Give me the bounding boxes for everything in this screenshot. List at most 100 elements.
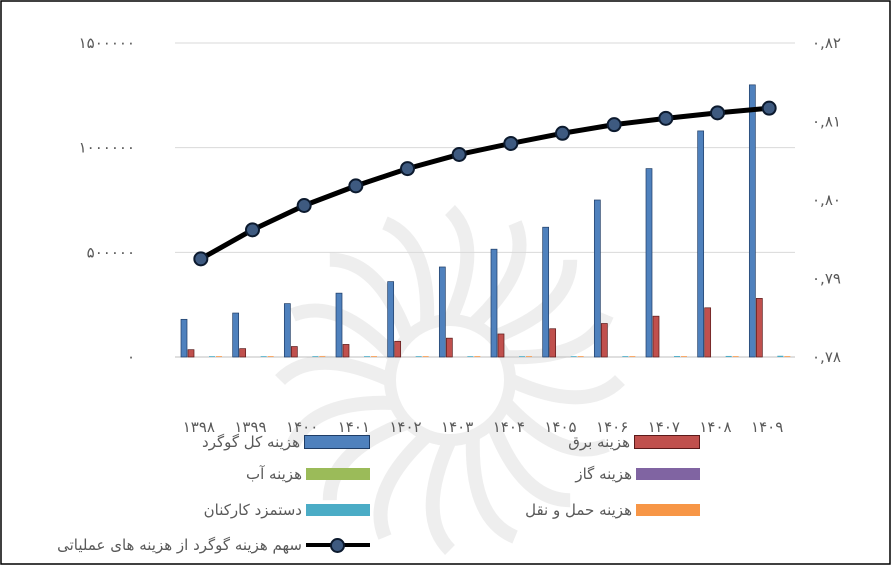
- bar-هزینه کل گوگرد: [387, 281, 395, 358]
- bar-هزینه کل گوگرد: [283, 303, 291, 358]
- legend-label-water: هزینه آب: [246, 465, 302, 483]
- bar-دستمزد کارکنان: [725, 355, 732, 357]
- bar-هزینه برق: [394, 340, 402, 358]
- legend-swatch-water: [306, 468, 370, 480]
- share-line-point: [245, 222, 260, 238]
- bar-هزینه حمل و نقل: [629, 356, 636, 357]
- right-axis-ticks: ۰,۷۸ ۰,۷۹ ۰,۸۰ ۰,۸۱ ۰,۸۲: [812, 34, 841, 366]
- x-axis-tick-label: ۱۴۰۴: [493, 418, 525, 436]
- left-axis-tick-label: ۵۰۰۰۰۰: [87, 243, 135, 261]
- left-axis-tick-label: ۱۰۰۰۰۰۰: [79, 139, 135, 157]
- watermark-petal: [322, 415, 411, 501]
- x-axis-tick-label: ۱۴۰۸: [699, 418, 731, 436]
- x-axis-tick-label: ۱۴۰۱: [338, 418, 370, 436]
- watermark-petal: [500, 398, 610, 457]
- bar-هزینه کل گوگرد: [438, 266, 446, 358]
- bar-هزینه حمل و نقل: [216, 356, 222, 357]
- bar-دستمزد کارکنان: [209, 356, 215, 357]
- bar-دستمزد کارکنان: [777, 355, 784, 357]
- legend-swatch-wages: [306, 504, 370, 516]
- x-axis-tick-label: ۱۴۰۵: [544, 418, 576, 436]
- legend-item-wages: دستمزد کارکنان: [204, 501, 370, 519]
- watermark-petal: [485, 419, 571, 508]
- bar-هزینه کل گوگرد: [490, 248, 498, 358]
- legend-label-gas: هزینه گاز: [575, 465, 632, 483]
- watermark-petal: [489, 259, 578, 345]
- watermark-petal: [286, 395, 395, 449]
- share-line: [199, 105, 770, 262]
- bar-هزینه برق: [497, 333, 505, 358]
- x-axis-tick-label: ۱۴۰۲: [389, 418, 421, 436]
- legend-swatch-electricity: [634, 435, 700, 449]
- legend-item-gas: هزینه گاز: [575, 465, 700, 483]
- bar-دستمزد کارکنان: [674, 356, 680, 357]
- share-line-point: [400, 161, 415, 177]
- bar-هزینه برق: [755, 298, 763, 358]
- bar-هزینه برق: [549, 328, 557, 358]
- legend-swatch-sulfur-share: [306, 538, 370, 553]
- legend-label-wages: دستمزد کارکنان: [203, 501, 302, 519]
- bar-هزینه کل گوگرد: [645, 168, 653, 358]
- share-line-point: [555, 125, 570, 141]
- share-line-point: [193, 251, 209, 267]
- x-axis-tick-label: ۱۴۰۰: [286, 418, 318, 436]
- left-axis-tick-label: ۱۵۰۰۰۰۰: [79, 34, 135, 52]
- legend-item-total-sulfur: هزینه کل گوگرد: [202, 433, 370, 451]
- bar-هزینه برق: [445, 337, 453, 358]
- bar-دستمزد کارکنان: [570, 356, 577, 357]
- share-line-point: [296, 197, 312, 213]
- share-line-point: [348, 178, 364, 194]
- share-line-point: [451, 146, 467, 162]
- right-axis-tick-label: ۰,۸۲: [812, 34, 841, 52]
- bar-هزینه حمل و نقل: [577, 356, 584, 357]
- bar-هزینه برق: [290, 346, 298, 358]
- bar-هزینه برق: [600, 323, 608, 358]
- x-axis-ticks: ۱۳۹۸ ۱۳۹۹ ۱۴۰۰ ۱۴۰۱ ۱۴۰۲ ۱۴۰۳ ۱۴۰۴ ۱۴۰۵ ۱۴۰۶ ۱۴۰۷…: [183, 418, 784, 436]
- share-line-group: [193, 100, 777, 267]
- bar-هزینه حمل و نقل: [474, 356, 481, 357]
- bar-هزینه کل گوگرد: [232, 312, 240, 358]
- legend-swatch-total-sulfur: [304, 435, 370, 449]
- legend-label-transport: هزینه حمل و نقل: [525, 501, 632, 519]
- bar-هزینه حمل و نقل: [681, 356, 687, 357]
- legend: هزینه کل گوگرد هزینه برق هزینه آب هزینه …: [57, 430, 700, 565]
- bar-هزینه کل گوگرد: [697, 130, 705, 358]
- share-line-point: [761, 100, 777, 116]
- bar-هزینه برق: [704, 307, 712, 358]
- legend-swatch-gas: [636, 468, 700, 480]
- bar-هزینه حمل و نقل: [784, 356, 791, 357]
- x-axis-tick-label: ۱۳۹۹: [234, 418, 266, 436]
- bar-هزینه کل گوگرد: [748, 84, 756, 358]
- x-axis-tick-label: ۱۳۹۸: [183, 418, 215, 436]
- legend-item-electricity: هزینه برق: [568, 433, 700, 451]
- bar-دستمزد کارکنان: [364, 356, 370, 357]
- legend-label-electricity: هزینه برق: [568, 433, 630, 451]
- bar-دستمزد کارکنان: [467, 356, 474, 357]
- bar-هزینه حمل و نقل: [732, 356, 739, 357]
- legend-item-water: هزینه آب: [246, 465, 370, 483]
- right-axis-tick-label: ۰,۸۱: [812, 113, 841, 131]
- share-line-point: [710, 105, 725, 121]
- share-line-point: [503, 135, 519, 151]
- bars-group: [180, 84, 791, 358]
- bar-هزینه برق: [239, 348, 247, 358]
- bar-هزینه کل گوگرد: [542, 226, 550, 358]
- bar-هزینه برق: [652, 315, 660, 358]
- share-line-point: [606, 117, 622, 133]
- bar-هزینه برق: [342, 344, 350, 358]
- watermark-petal: [443, 205, 475, 323]
- x-axis-tick-label: ۱۴۰۷: [648, 418, 680, 436]
- left-axis-ticks: ۰ ۵۰۰۰۰۰ ۱۰۰۰۰۰۰ ۱۵۰۰۰۰۰: [79, 34, 135, 366]
- watermark-petal: [425, 437, 457, 555]
- bar-هزینه کل گوگرد: [593, 199, 601, 358]
- left-axis-tick-label: ۰: [127, 348, 135, 366]
- right-axis-tick-label: ۰,۷۹: [812, 270, 841, 288]
- bar-دستمزد کارکنان: [312, 356, 319, 357]
- bar-هزینه کل گوگرد: [335, 292, 343, 358]
- bar-هزینه حمل و نقل: [526, 356, 532, 357]
- right-axis-tick-label: ۰,۸۰: [812, 191, 841, 209]
- watermark-petal: [507, 373, 625, 405]
- watermark-petal: [381, 216, 435, 325]
